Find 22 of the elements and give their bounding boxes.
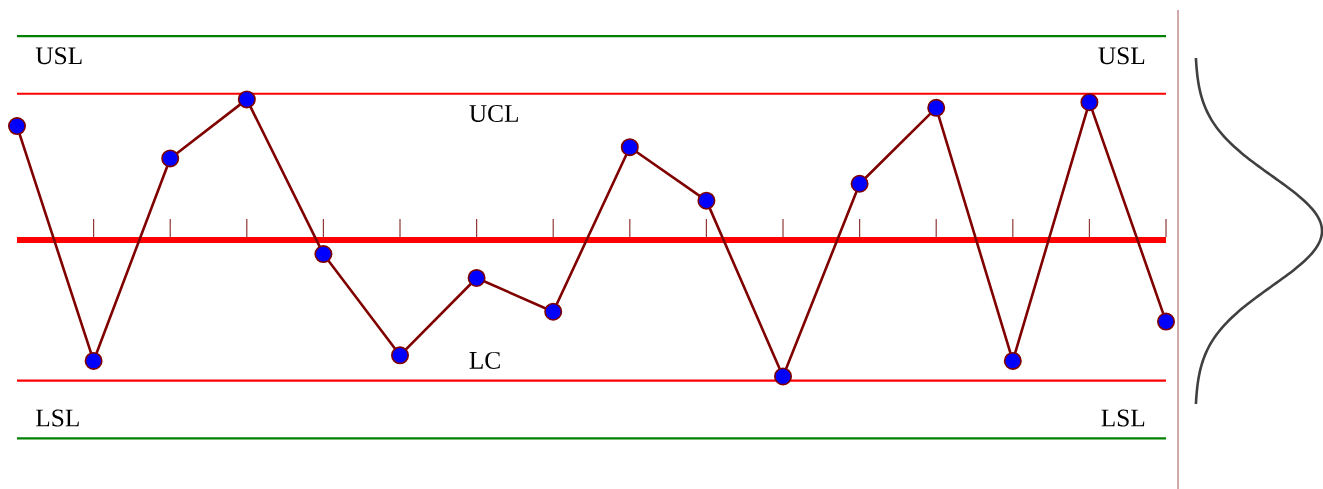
point: [391, 346, 410, 365]
point: [84, 351, 103, 370]
point: [774, 367, 793, 386]
text: USL: [1098, 47, 1145, 65]
point: [467, 268, 486, 287]
point: [1003, 351, 1022, 370]
point: [1157, 312, 1176, 331]
point: [8, 117, 26, 136]
point: [237, 90, 256, 109]
point: [161, 149, 180, 168]
point: [314, 245, 333, 264]
point: [697, 191, 716, 210]
point: [927, 98, 946, 117]
ref-line-label: UCL: [469, 104, 518, 122]
ref-line-label: LSL: [36, 409, 79, 427]
text: LSL: [1101, 409, 1145, 427]
point: [544, 302, 563, 321]
point: [850, 174, 869, 193]
point: [1080, 93, 1099, 112]
ref-line-label: USL: [35, 47, 82, 65]
point: [620, 138, 639, 157]
ref-line-label: LC: [469, 351, 500, 369]
